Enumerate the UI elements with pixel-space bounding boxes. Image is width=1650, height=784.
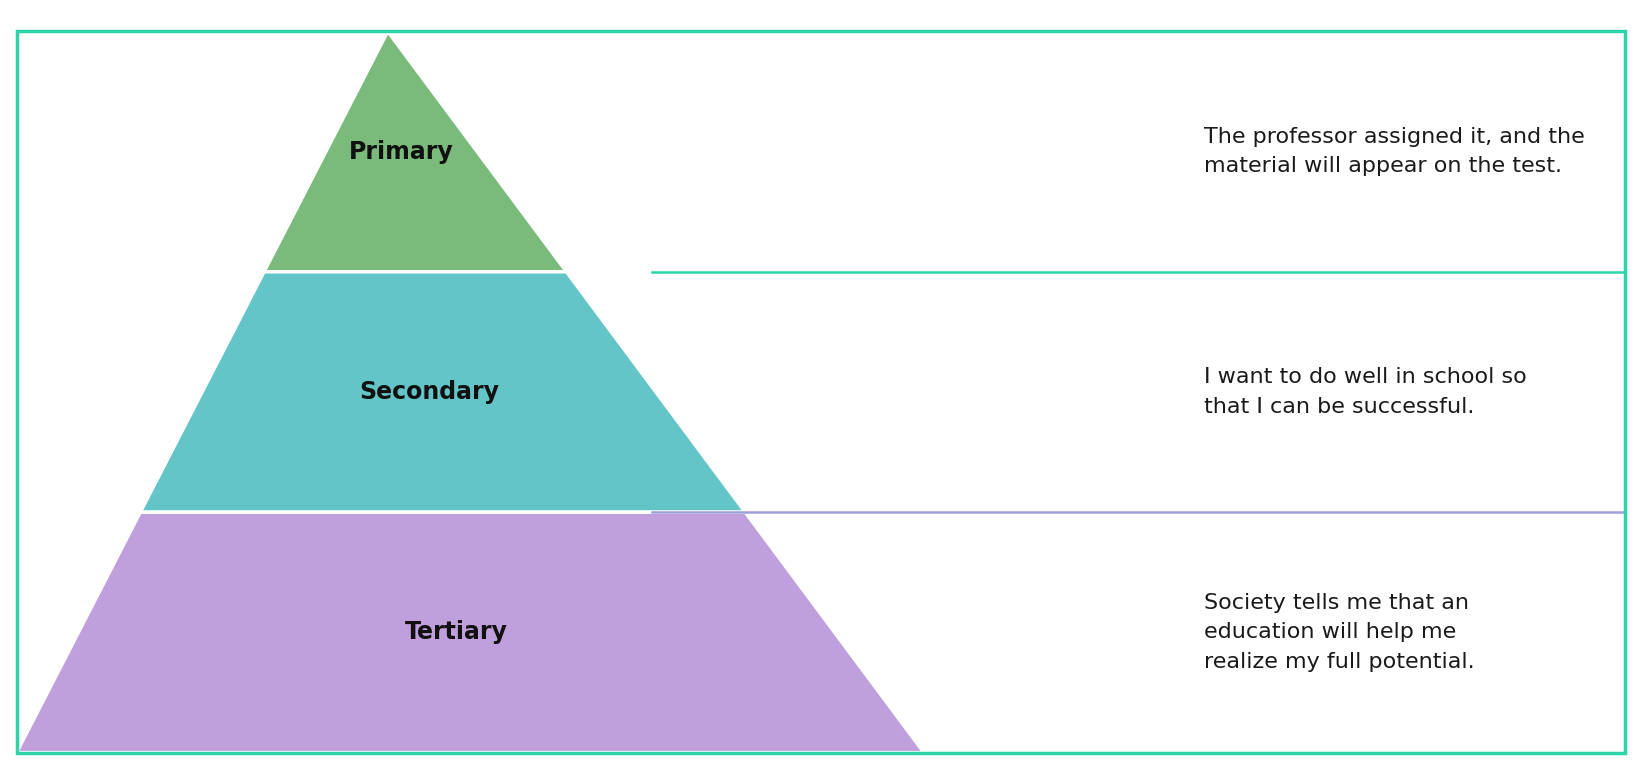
Text: Tertiary: Tertiary xyxy=(404,620,508,644)
Polygon shape xyxy=(16,512,924,753)
Text: The professor assigned it, and the
material will appear on the test.: The professor assigned it, and the mater… xyxy=(1204,127,1586,176)
Polygon shape xyxy=(264,31,566,272)
Text: Primary: Primary xyxy=(350,140,454,164)
Polygon shape xyxy=(140,272,746,512)
Text: I want to do well in school so
that I can be successful.: I want to do well in school so that I ca… xyxy=(1204,367,1528,417)
Text: Secondary: Secondary xyxy=(360,380,498,404)
Text: Society tells me that an
education will help me
realize my full potential.: Society tells me that an education will … xyxy=(1204,593,1475,672)
